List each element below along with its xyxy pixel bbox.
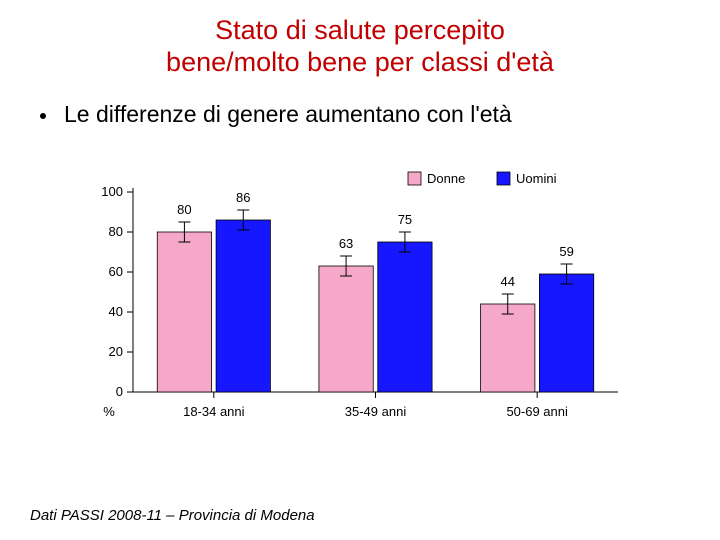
bar-uomini-0: [216, 220, 270, 392]
svg-text:20: 20: [109, 344, 123, 359]
legend-label: Donne: [427, 171, 465, 186]
title-line-2: bene/molto bene per classi d'età: [166, 47, 554, 77]
bullet-text: Le differenze di genere aumentano con l'…: [64, 101, 512, 128]
slide-title: Stato di salute percepito bene/molto ben…: [0, 0, 720, 79]
legend-label: Uomini: [516, 171, 557, 186]
source-footer: Dati PASSI 2008-11 – Provincia di Modena: [30, 507, 315, 524]
bar-uomini-2: [539, 274, 593, 392]
bar-donne-2: [481, 304, 535, 392]
legend-swatch-uomini: [497, 172, 510, 185]
bullet-dot-icon: [40, 113, 46, 119]
bar-value: 75: [398, 212, 412, 227]
svg-text:%: %: [103, 404, 115, 419]
svg-text:40: 40: [109, 304, 123, 319]
bullet-item: Le differenze di genere aumentano con l'…: [0, 79, 720, 128]
bar-value: 63: [339, 236, 353, 251]
svg-text:0: 0: [116, 384, 123, 399]
health-chart: 0 20 40 60 80 100% 80 86 18-34 anni 63 75 35-49 ann…: [78, 160, 638, 445]
title-line-1: Stato di salute percepito: [215, 15, 505, 45]
category-label: 50-69 anni: [506, 404, 568, 419]
category-label: 18-34 anni: [183, 404, 245, 419]
bar-value: 86: [236, 190, 250, 205]
bar-value: 59: [559, 244, 573, 259]
bar-donne-1: [319, 266, 373, 392]
svg-text:100: 100: [101, 184, 123, 199]
bar-value: 44: [501, 274, 515, 289]
bar-donne-0: [157, 232, 211, 392]
svg-text:60: 60: [109, 264, 123, 279]
legend-swatch-donne: [408, 172, 421, 185]
category-label: 35-49 anni: [345, 404, 407, 419]
bar-uomini-1: [378, 242, 432, 392]
bar-value: 80: [177, 202, 191, 217]
svg-text:80: 80: [109, 224, 123, 239]
